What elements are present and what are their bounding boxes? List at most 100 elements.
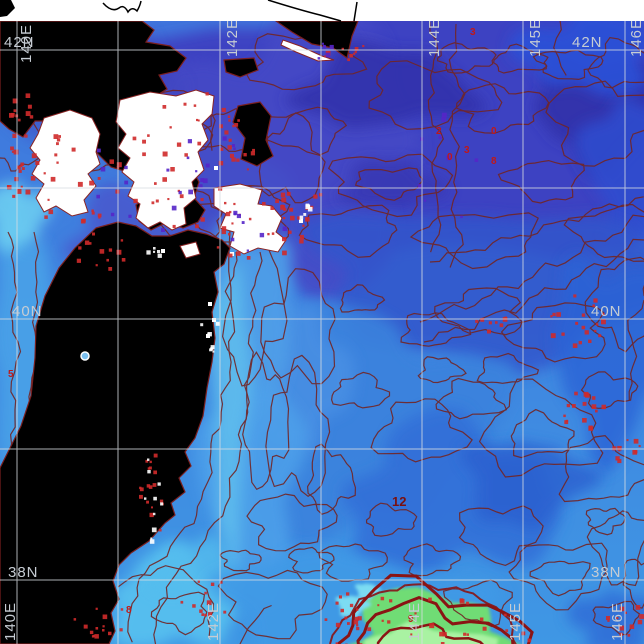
speckle xyxy=(151,201,155,205)
speckle xyxy=(299,239,304,244)
lon-label: 146E xyxy=(628,18,644,57)
speckle xyxy=(446,155,452,161)
speckle xyxy=(150,537,153,540)
speckle xyxy=(56,138,61,142)
speckle xyxy=(619,625,624,631)
land-mass xyxy=(232,101,274,167)
coastline-corner xyxy=(0,0,15,17)
speckle xyxy=(100,166,106,172)
lon-label: 142E xyxy=(205,602,222,641)
speckle xyxy=(97,148,101,153)
speckle xyxy=(340,608,344,613)
speckle xyxy=(20,185,23,188)
contour-loop xyxy=(476,352,540,384)
contour-loop xyxy=(500,302,606,363)
contour-value-label: 8 xyxy=(491,156,497,167)
speckle xyxy=(12,194,16,198)
speckle xyxy=(566,403,570,408)
speckle xyxy=(76,258,81,263)
lat-label: 38N xyxy=(8,564,39,581)
speckle xyxy=(241,221,245,224)
speckle xyxy=(466,601,469,605)
speckle xyxy=(584,330,589,335)
land-mass xyxy=(274,20,359,60)
contour-loop xyxy=(587,37,644,89)
speckle xyxy=(200,217,205,222)
speckle xyxy=(120,608,124,611)
speckle xyxy=(91,635,95,638)
speckle xyxy=(99,249,105,254)
speckle xyxy=(56,161,59,164)
speckle xyxy=(601,312,605,316)
speckle xyxy=(248,217,252,221)
speckle xyxy=(417,184,423,189)
speckle xyxy=(317,57,321,60)
speckle xyxy=(170,167,175,172)
speckle xyxy=(460,215,463,219)
contour-loop xyxy=(217,569,328,640)
contour-loop xyxy=(492,43,549,74)
warm-eddy-ring xyxy=(376,622,485,644)
contour-loop xyxy=(563,203,644,262)
region-fill xyxy=(553,252,644,476)
speckle xyxy=(195,224,199,229)
speckle xyxy=(209,348,212,352)
cloud-speck xyxy=(299,219,303,223)
contour-loop xyxy=(150,591,208,636)
speckle xyxy=(618,449,621,452)
speckle xyxy=(335,642,339,644)
speckle xyxy=(153,470,157,475)
speckle xyxy=(205,92,209,96)
speckle xyxy=(149,512,154,518)
warm-eddy-ring xyxy=(335,573,534,644)
land-mass xyxy=(0,221,231,644)
speckle xyxy=(128,214,132,218)
speckle xyxy=(505,629,509,633)
speckle xyxy=(563,414,566,418)
lat-label: 40N xyxy=(591,303,622,320)
contour-value-label: 9 xyxy=(408,614,414,625)
speckle xyxy=(180,600,184,604)
speckle xyxy=(488,321,492,325)
speckle xyxy=(192,604,196,608)
speckle xyxy=(20,165,23,168)
contour-loop xyxy=(580,371,639,409)
speckle xyxy=(200,323,204,327)
speckle xyxy=(475,319,479,323)
speckle xyxy=(16,189,22,194)
speckle xyxy=(223,610,227,614)
contour-line xyxy=(429,196,644,263)
speckle xyxy=(133,198,138,204)
speckle xyxy=(299,215,304,220)
speckle xyxy=(193,104,197,107)
speckle xyxy=(267,233,270,236)
contour-line xyxy=(127,251,238,643)
speckle xyxy=(578,341,582,345)
speckle xyxy=(220,581,223,584)
contour-loop xyxy=(366,502,418,537)
speckle xyxy=(178,190,182,195)
speckle xyxy=(428,597,432,602)
speckle xyxy=(195,170,198,173)
speckle xyxy=(262,202,266,206)
contour-loop xyxy=(306,443,357,515)
speckle xyxy=(147,470,151,474)
speckle xyxy=(157,482,161,486)
contour-loop xyxy=(529,560,591,597)
contour-loop xyxy=(585,507,626,536)
speckle xyxy=(151,527,157,533)
speckle xyxy=(166,168,170,172)
speckle xyxy=(595,409,598,413)
speckle xyxy=(591,396,596,400)
speckle xyxy=(527,638,532,643)
speckle xyxy=(215,321,220,326)
contour-value-label: 2 xyxy=(436,126,442,137)
speckle xyxy=(73,618,77,621)
speckle xyxy=(78,246,82,250)
speckle xyxy=(632,450,638,455)
speckle xyxy=(47,198,50,201)
cloud-speck xyxy=(187,250,191,254)
speckle xyxy=(210,582,215,586)
speckle xyxy=(229,210,232,214)
